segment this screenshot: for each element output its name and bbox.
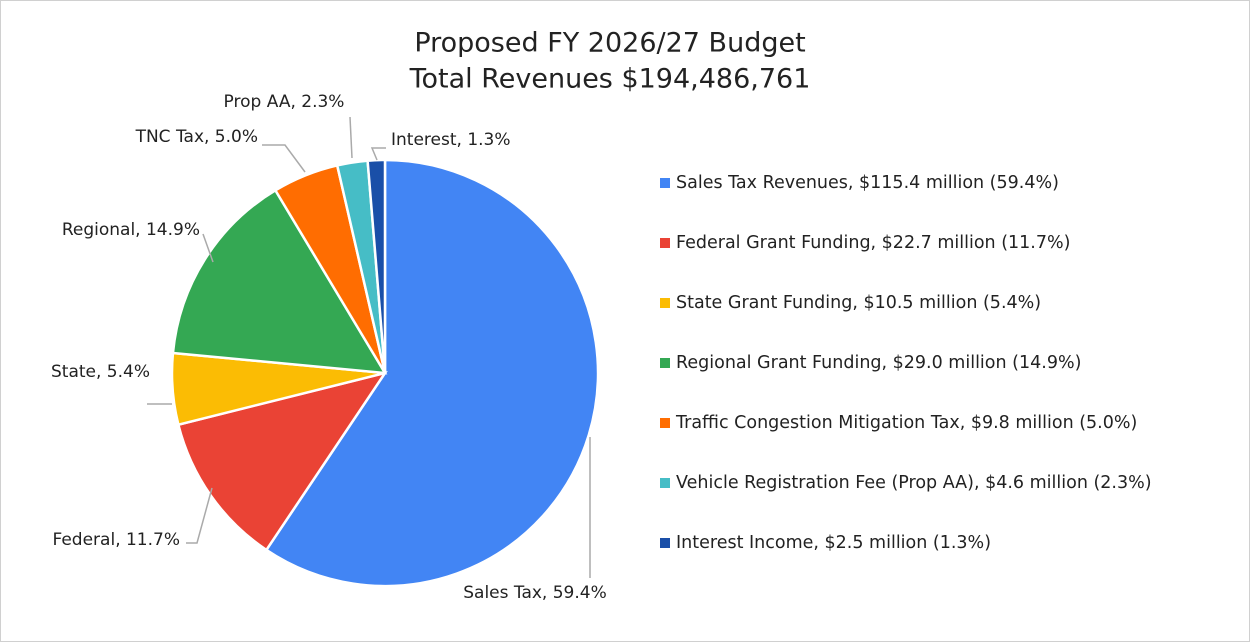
pie-slice xyxy=(171,188,388,375)
legend-swatch xyxy=(660,418,670,428)
slice-label: Prop AA, 2.3% xyxy=(224,92,345,112)
slice-label: TNC Tax, 5.0% xyxy=(135,127,258,147)
pie-slice xyxy=(176,370,388,552)
legend-swatch xyxy=(660,298,670,308)
legend-swatch xyxy=(660,238,670,248)
legend-label: Sales Tax Revenues, $115.4 million (59.4… xyxy=(676,173,1059,193)
slice-label: Federal, 11.7% xyxy=(53,530,181,550)
legend-label: Federal Grant Funding, $22.7 million (11… xyxy=(676,233,1070,253)
legend-swatch xyxy=(660,538,670,548)
slice-label: Interest, 1.3% xyxy=(391,130,511,150)
legend-label: Interest Income, $2.5 million (1.3%) xyxy=(676,533,991,553)
legend-swatch xyxy=(660,358,670,368)
legend-label: Traffic Congestion Mitigation Tax, $9.8 … xyxy=(675,413,1137,433)
leader-line xyxy=(349,116,353,159)
leader-line xyxy=(262,144,306,173)
slice-label: Sales Tax, 59.4% xyxy=(463,583,607,603)
legend-swatch xyxy=(660,178,670,188)
chart-subtitle: Total Revenues $194,486,761 xyxy=(409,64,811,95)
leader-line xyxy=(186,487,213,544)
slice-label: Regional, 14.9% xyxy=(62,220,200,240)
legend-label: Vehicle Registration Fee (Prop AA), $4.6… xyxy=(676,473,1152,493)
leader-line xyxy=(370,147,386,161)
legend-label: Regional Grant Funding, $29.0 million (1… xyxy=(676,353,1081,373)
legend-swatch xyxy=(660,478,670,488)
pie-slice xyxy=(264,158,600,588)
legend-label: State Grant Funding, $10.5 million (5.4%… xyxy=(676,293,1041,313)
leader-line xyxy=(202,233,214,263)
chart-title: Proposed FY 2026/27 Budget xyxy=(414,28,805,59)
slice-label: State, 5.4% xyxy=(51,362,150,382)
